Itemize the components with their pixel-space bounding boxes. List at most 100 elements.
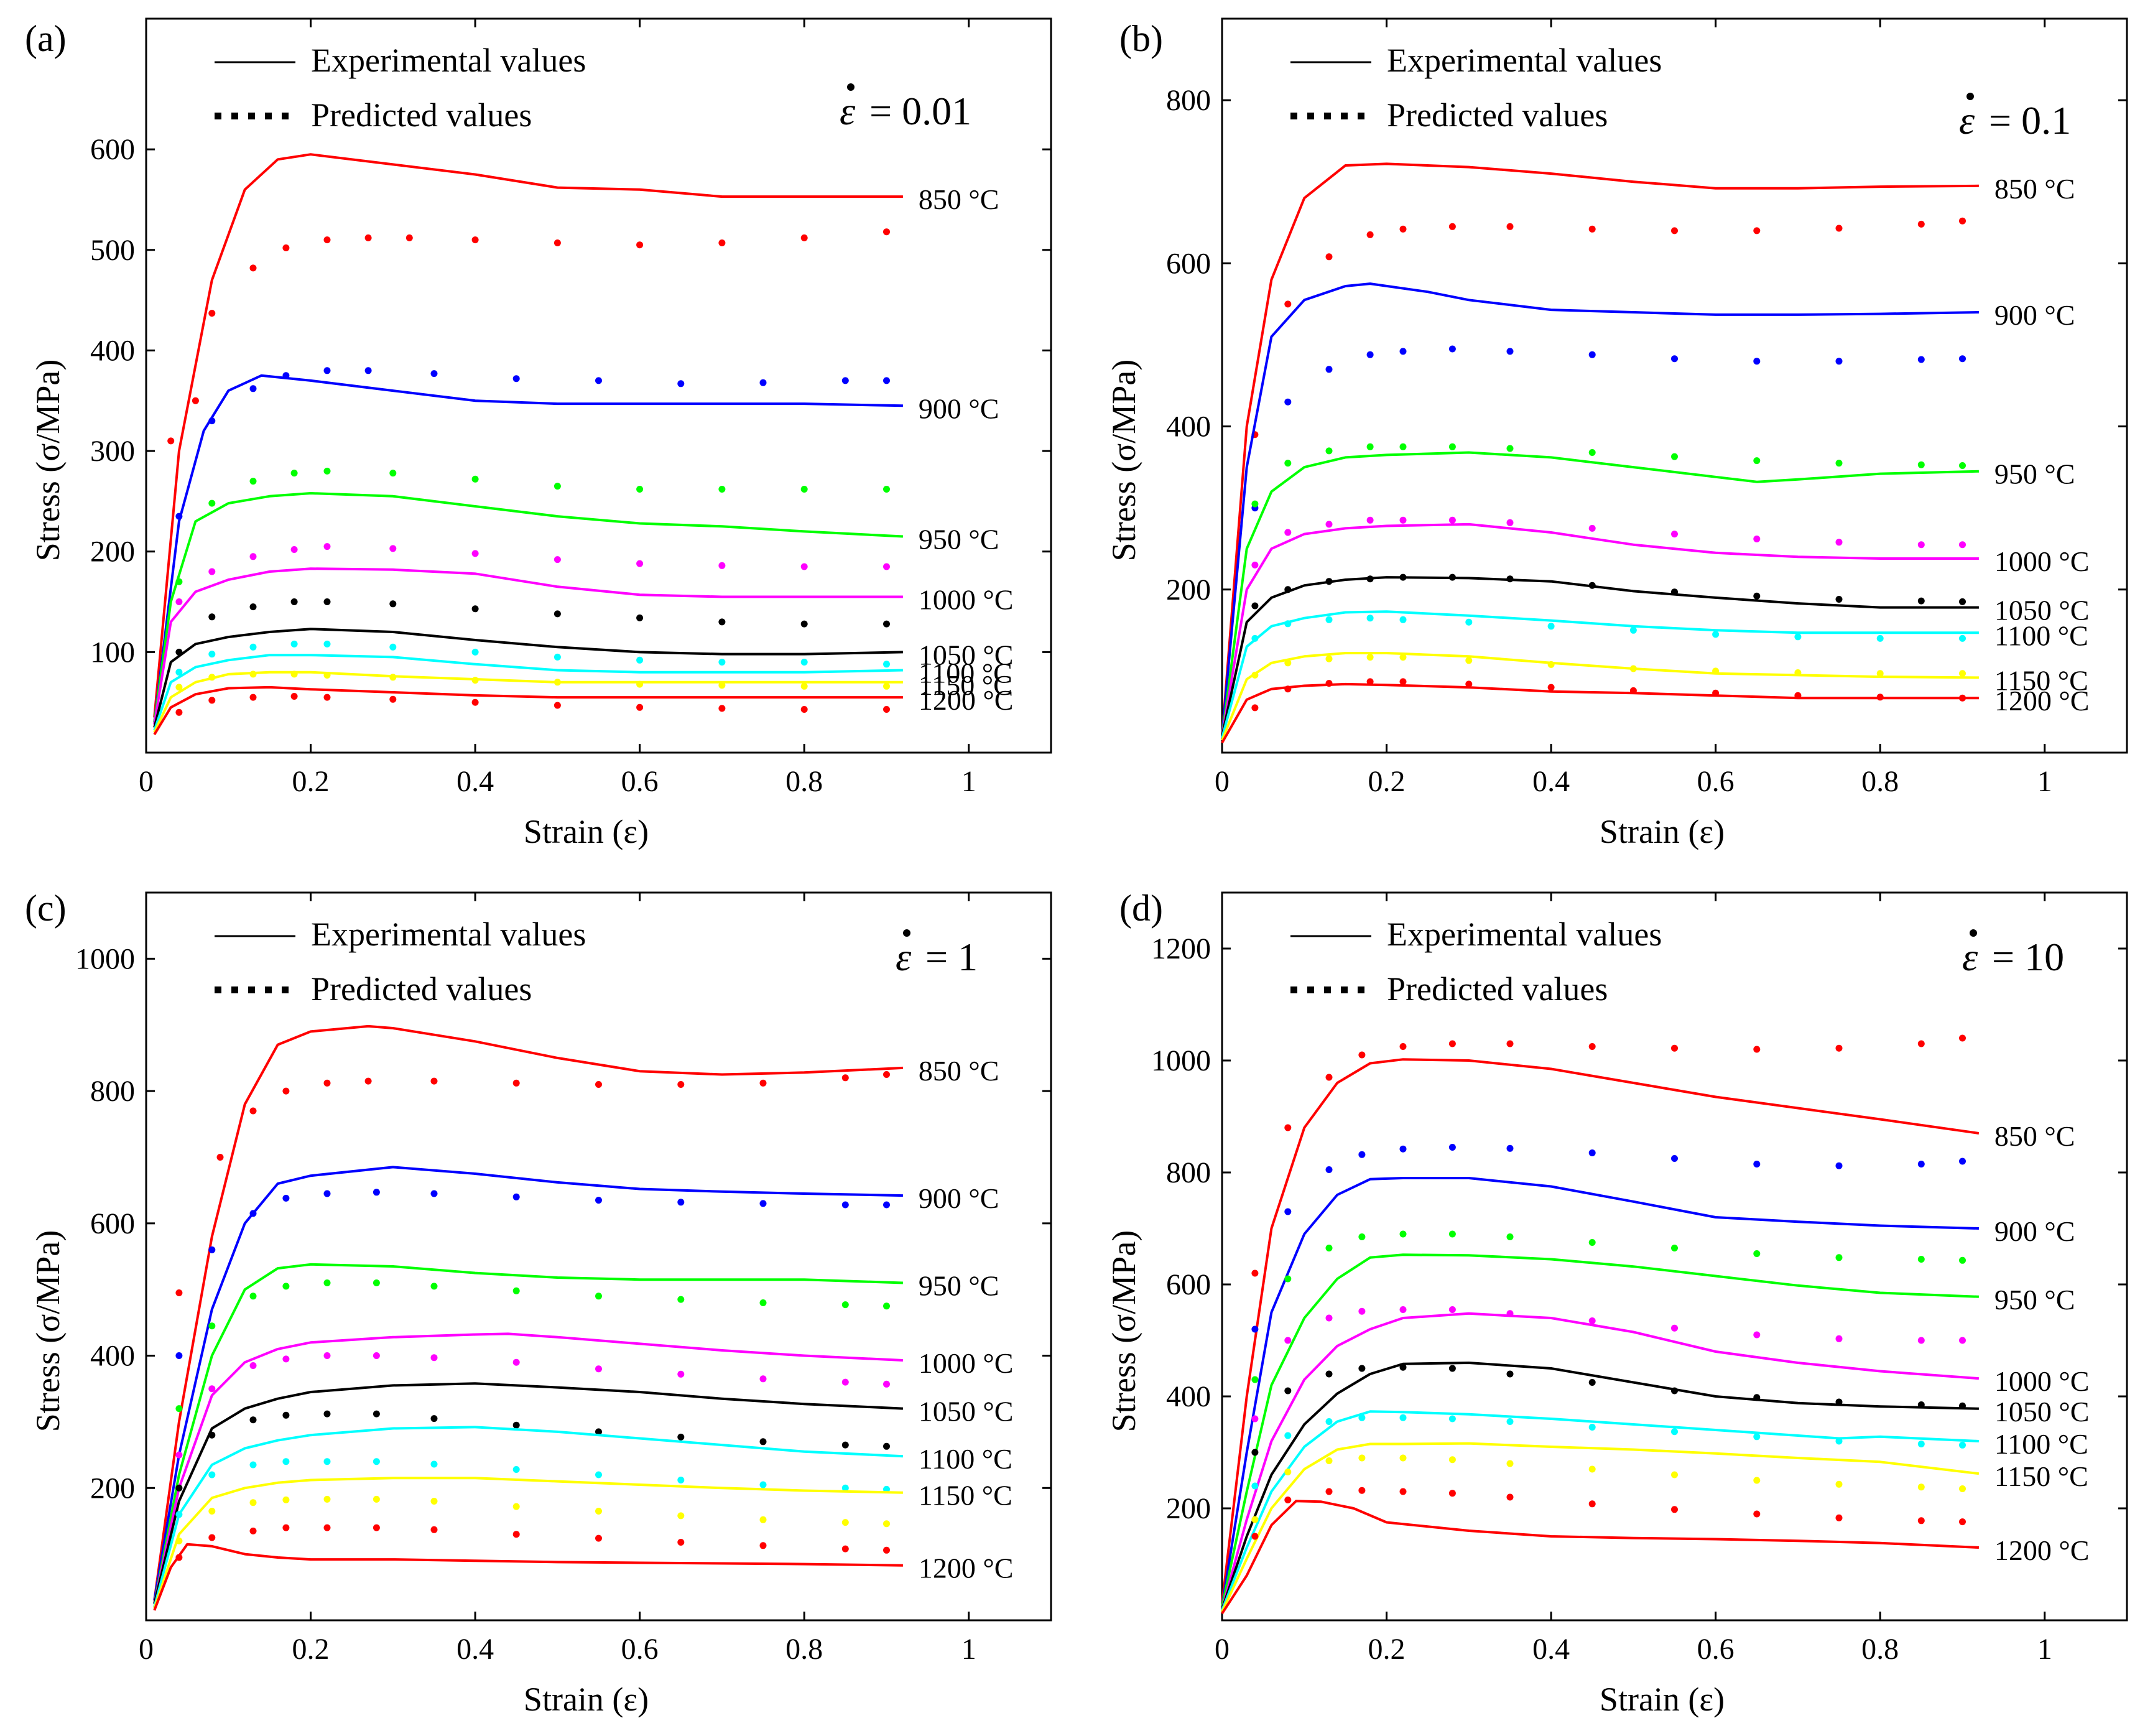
predicted-point — [554, 483, 561, 490]
predicted-point — [554, 679, 561, 686]
predicted-point — [595, 1197, 602, 1204]
predicted-point — [249, 603, 257, 611]
predicted-point — [1284, 685, 1292, 693]
legend-dot — [1341, 986, 1348, 993]
temperature-label: 1150 °C — [919, 669, 1012, 701]
predicted-point — [373, 1279, 380, 1286]
predicted-point — [282, 244, 290, 251]
predicted-point — [512, 1421, 520, 1429]
predicted-point — [1917, 1441, 1925, 1447]
legend-predicted-label: Predicted values — [1387, 970, 1608, 1008]
predicted-point — [323, 367, 331, 374]
experimental-curve — [153, 1332, 903, 1604]
predicted-point — [1959, 1256, 1966, 1264]
predicted-point — [364, 367, 372, 374]
y-tick-label: 400 — [90, 1340, 135, 1373]
predicted-point — [512, 1531, 520, 1538]
y-axis-label: Stress (σ/MPa) — [1105, 360, 1142, 562]
predicted-point — [883, 1071, 890, 1078]
predicted-point — [430, 1415, 438, 1423]
predicted-point — [1506, 1144, 1514, 1152]
predicted-point — [1588, 449, 1596, 456]
predicted-point — [595, 377, 602, 384]
y-tick-label: 100 — [90, 636, 135, 669]
predicted-point — [216, 1154, 224, 1161]
predicted-point — [249, 553, 257, 560]
predicted-point — [1251, 1270, 1259, 1277]
predicted-point — [1835, 358, 1843, 365]
predicted-point — [636, 241, 644, 249]
temperature-label: 1050 °C — [1994, 595, 2090, 626]
predicted-point — [1835, 1335, 1843, 1342]
predicted-point — [1876, 694, 1884, 701]
experimental-curve — [1221, 1253, 1979, 1607]
predicted-point — [1959, 1337, 1966, 1344]
predicted-point — [1399, 1454, 1407, 1462]
predicted-point — [554, 702, 561, 709]
legend-experimental-label: Experimental values — [311, 42, 586, 79]
experimental-curve — [153, 492, 904, 723]
predicted-point — [373, 1352, 380, 1359]
predicted-point — [1251, 1482, 1259, 1490]
y-tick-label: 200 — [1166, 1492, 1211, 1525]
predicted-point — [175, 1289, 183, 1296]
predicted-point — [512, 1287, 520, 1294]
experimental-curve — [1221, 1058, 1980, 1604]
predicted-point — [883, 1201, 890, 1209]
predicted-point — [1753, 1433, 1761, 1441]
predicted-point — [1753, 1394, 1761, 1401]
predicted-point — [1835, 1437, 1843, 1445]
predicted-point — [1917, 1483, 1925, 1491]
predicted-point — [841, 1378, 849, 1386]
legend: Experimental values Predicted values — [1290, 916, 1662, 1008]
predicted-point — [1399, 1488, 1407, 1495]
experimental-curve — [153, 153, 903, 718]
legend-dot — [248, 986, 255, 993]
temperature-label: 1150 °C — [919, 1480, 1012, 1511]
predicted-point — [1506, 1310, 1514, 1317]
y-tick-label: 600 — [1166, 247, 1211, 280]
predicted-point — [1325, 1314, 1333, 1322]
epsilon-dot — [903, 929, 910, 937]
legend-experimental-label: Experimental values — [311, 916, 586, 953]
predicted-point — [1325, 521, 1333, 528]
predicted-point — [1399, 1145, 1407, 1153]
predicted-point — [883, 563, 890, 570]
predicted-point — [208, 613, 216, 621]
predicted-point — [841, 1519, 849, 1526]
y-tick-label: 800 — [1166, 1156, 1211, 1189]
temperature-label: 1150 °C — [1994, 1460, 2088, 1492]
predicted-point — [282, 1458, 290, 1465]
predicted-point — [290, 640, 298, 648]
predicted-point — [1366, 231, 1374, 238]
legend-dot — [1290, 113, 1297, 119]
x-tick-label: 0.4 — [456, 765, 494, 798]
predicted-point — [175, 1451, 183, 1459]
experimental-curve — [1221, 610, 1979, 738]
predicted-point — [1959, 1441, 1966, 1449]
predicted-point — [1876, 634, 1884, 642]
series-850C: 850 °C — [1221, 1034, 2075, 1604]
x-tick-label: 0.2 — [292, 1633, 330, 1666]
predicted-point — [1671, 1324, 1678, 1332]
temperature-label: 1050 °C — [1994, 1396, 2090, 1427]
predicted-point — [1399, 516, 1407, 524]
predicted-point — [1448, 345, 1456, 353]
predicted-point — [373, 1189, 380, 1196]
experimental-curve — [1221, 522, 1979, 737]
predicted-point — [1671, 1428, 1678, 1436]
epsilon-symbol: ε — [840, 89, 856, 133]
predicted-point — [471, 648, 479, 656]
predicted-point — [800, 706, 808, 713]
temperature-label: 1100 °C — [1994, 620, 2088, 651]
predicted-point — [1448, 1040, 1456, 1047]
predicted-point — [430, 370, 438, 378]
epsilon-symbol: ε — [1962, 935, 1978, 979]
predicted-point — [595, 1293, 602, 1300]
predicted-point — [290, 671, 298, 678]
predicted-point — [1753, 1477, 1761, 1484]
series-1100C: 1100 °C — [153, 640, 1012, 731]
legend-dot — [1324, 113, 1331, 119]
temperature-label: 900 °C — [1994, 1215, 2075, 1247]
